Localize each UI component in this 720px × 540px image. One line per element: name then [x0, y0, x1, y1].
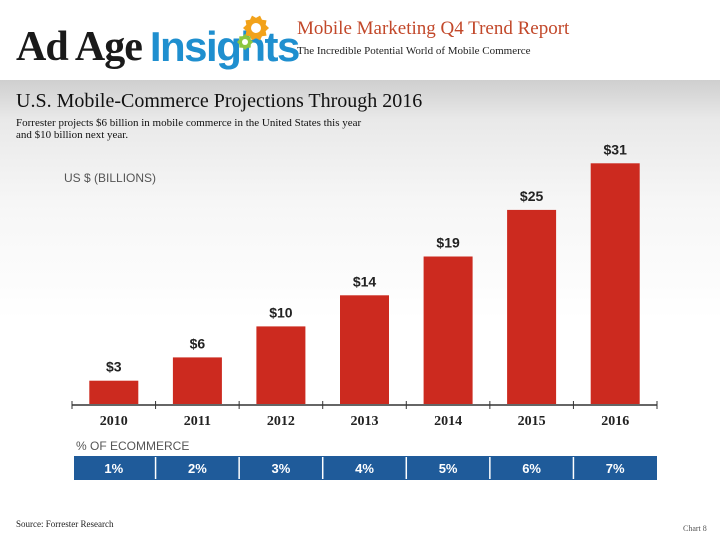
x-tick-2013: 2013	[351, 414, 379, 429]
ecommerce-share-2010: 1%	[104, 461, 123, 476]
x-tick-2014: 2014	[434, 414, 462, 429]
x-tick-2010: 2010	[100, 414, 128, 429]
logo-adage-text: Ad Age	[16, 24, 143, 70]
value-label-2013: $14	[353, 273, 377, 289]
x-tick-2016: 2016	[601, 414, 629, 429]
value-label-2010: $3	[106, 359, 122, 375]
x-tick-2015: 2015	[518, 414, 546, 429]
bar-2011	[172, 357, 222, 404]
report-title: Mobile Marketing Q4 Trend Report	[297, 18, 570, 39]
bar-2014	[423, 256, 473, 404]
value-label-2012: $10	[269, 304, 293, 320]
x-tick-2011: 2011	[184, 414, 211, 429]
bar-2015	[507, 209, 557, 404]
slide-title: U.S. Mobile-Commerce Projections Through…	[16, 90, 423, 112]
logo-insights-text: Insights	[149, 23, 301, 70]
value-label-2014: $19	[436, 235, 460, 251]
ecommerce-share-2011: 2%	[188, 461, 207, 476]
ecommerce-share-2014: 5%	[439, 461, 458, 476]
ecommerce-share-2013: 4%	[355, 461, 374, 476]
bar-2016	[590, 163, 640, 404]
source-note: Source: Forrester Research	[16, 519, 114, 529]
x-tick-2012: 2012	[267, 414, 295, 429]
report-subtitle: The Incredible Potential World of Mobile…	[297, 45, 531, 57]
value-label-2015: $25	[520, 188, 544, 204]
gears-icon	[237, 15, 269, 50]
ecommerce-share-2015: 6%	[522, 461, 541, 476]
page-number: Chart 8	[683, 524, 707, 533]
value-label-2011: $6	[190, 335, 206, 351]
bar-2012	[256, 326, 306, 404]
ad-age-insights-logo: Ad Age Insights	[16, 14, 301, 70]
value-label-2016: $31	[604, 141, 628, 157]
report-header: Ad Age Insights Mobile Marketing Q4 Tren…	[0, 0, 720, 78]
ecommerce-share-2016: 7%	[606, 461, 625, 476]
ecommerce-share-2012: 3%	[272, 461, 291, 476]
bar-2010	[89, 380, 139, 404]
slide-description: Forrester projects $6 billion in mobile …	[16, 117, 362, 141]
y-axis-label: US $ (BILLIONS)	[64, 171, 156, 185]
bar-2013	[340, 295, 389, 404]
ecommerce-share-band	[74, 456, 657, 480]
ecommerce-share-label: % OF ECOMMERCE	[76, 439, 189, 453]
